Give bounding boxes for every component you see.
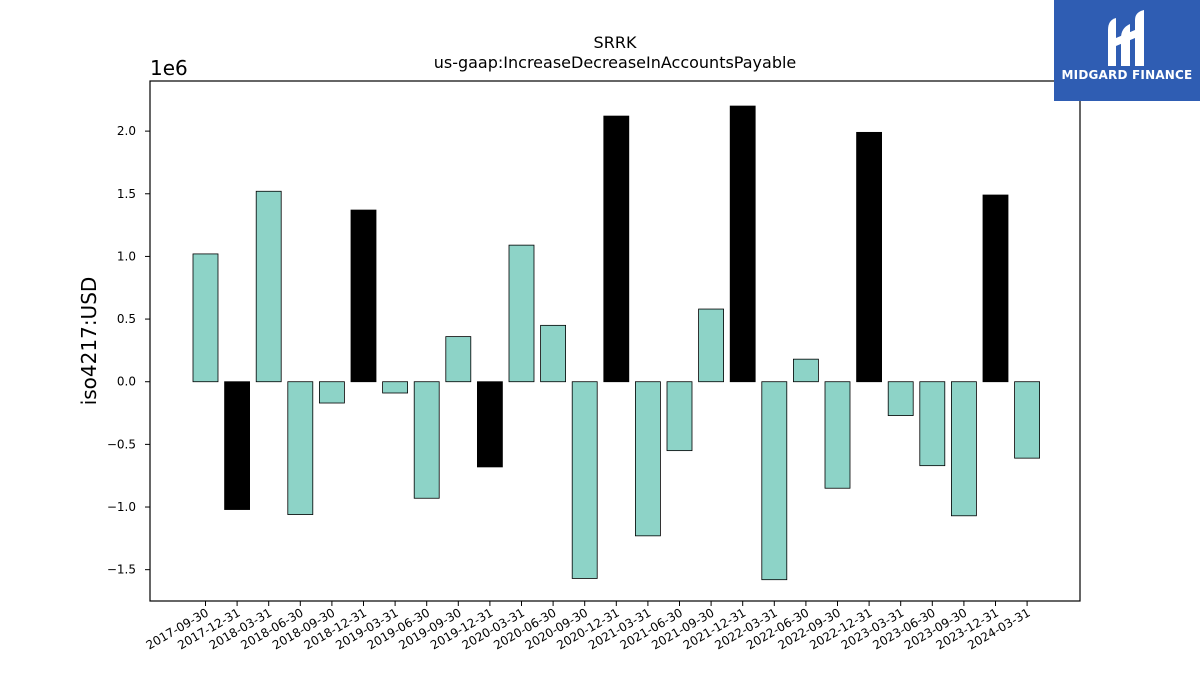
bar-2019-09-30 <box>445 336 472 383</box>
bar-2020-09-30 <box>571 381 598 579</box>
bar-2019-06-30 <box>413 381 440 499</box>
bar-2023-06-30 <box>919 381 946 467</box>
y-axis-label: iso4217:USD <box>77 277 101 406</box>
midgard-m-logo-icon <box>1102 8 1152 74</box>
bar-2020-03-31 <box>508 244 535 383</box>
plot-frame <box>149 80 1081 602</box>
y-tick-label: −1.0 <box>107 500 136 514</box>
bar-2023-12-31 <box>982 194 1009 383</box>
bar-2024-03-31 <box>1014 381 1040 459</box>
bar-2022-12-31 <box>856 131 882 383</box>
bar-2017-12-31 <box>224 381 251 510</box>
y-tick-label: −1.5 <box>107 563 136 577</box>
bar-2023-03-31 <box>887 381 914 416</box>
bar-2019-12-31 <box>476 381 503 468</box>
y-tick-label: 1.0 <box>117 249 136 263</box>
x-axis: 2017-09-302017-12-312018-03-312018-06-30… <box>144 601 1033 652</box>
y-axis: −1.5 −1.0 −0.5 0.0 0.5 1.0 1.5 2.0 <box>107 124 150 577</box>
bar-2021-12-31 <box>729 105 756 383</box>
bar-2022-09-30 <box>824 381 851 489</box>
bar-2018-03-31 <box>255 190 282 383</box>
y-tick-label: 0.5 <box>117 312 136 326</box>
brand-name: MIDGARD FINANCE <box>1061 68 1193 82</box>
bar-2020-06-30 <box>540 324 566 383</box>
bar-2021-09-30 <box>698 308 724 383</box>
y-tick-label: 1.5 <box>117 187 136 201</box>
y-tick-label: 0.0 <box>117 375 136 389</box>
bar-2018-12-31 <box>350 209 377 383</box>
chart-subtitle: us-gaap:IncreaseDecreaseInAccountsPayabl… <box>434 53 797 72</box>
bar-2022-03-31 <box>761 381 788 581</box>
bar-2018-09-30 <box>318 381 345 404</box>
bar-2021-03-31 <box>635 381 661 537</box>
chart-title: SRRK <box>594 33 637 52</box>
bar-2018-06-30 <box>287 381 314 515</box>
bar-2019-03-31 <box>382 381 409 394</box>
y-tick-label: −0.5 <box>107 437 136 451</box>
brand-logo: MIDGARD FINANCE <box>1054 0 1200 101</box>
bar-2022-06-30 <box>793 358 819 383</box>
bar-2023-09-30 <box>951 381 977 517</box>
bar-2021-06-30 <box>666 381 693 452</box>
bars-layer <box>192 105 1040 581</box>
bar-2017-09-30 <box>192 253 219 383</box>
y-tick-label: 2.0 <box>117 124 136 138</box>
y-scale-label: 1e6 <box>150 56 188 80</box>
bar-2020-12-31 <box>603 115 630 383</box>
